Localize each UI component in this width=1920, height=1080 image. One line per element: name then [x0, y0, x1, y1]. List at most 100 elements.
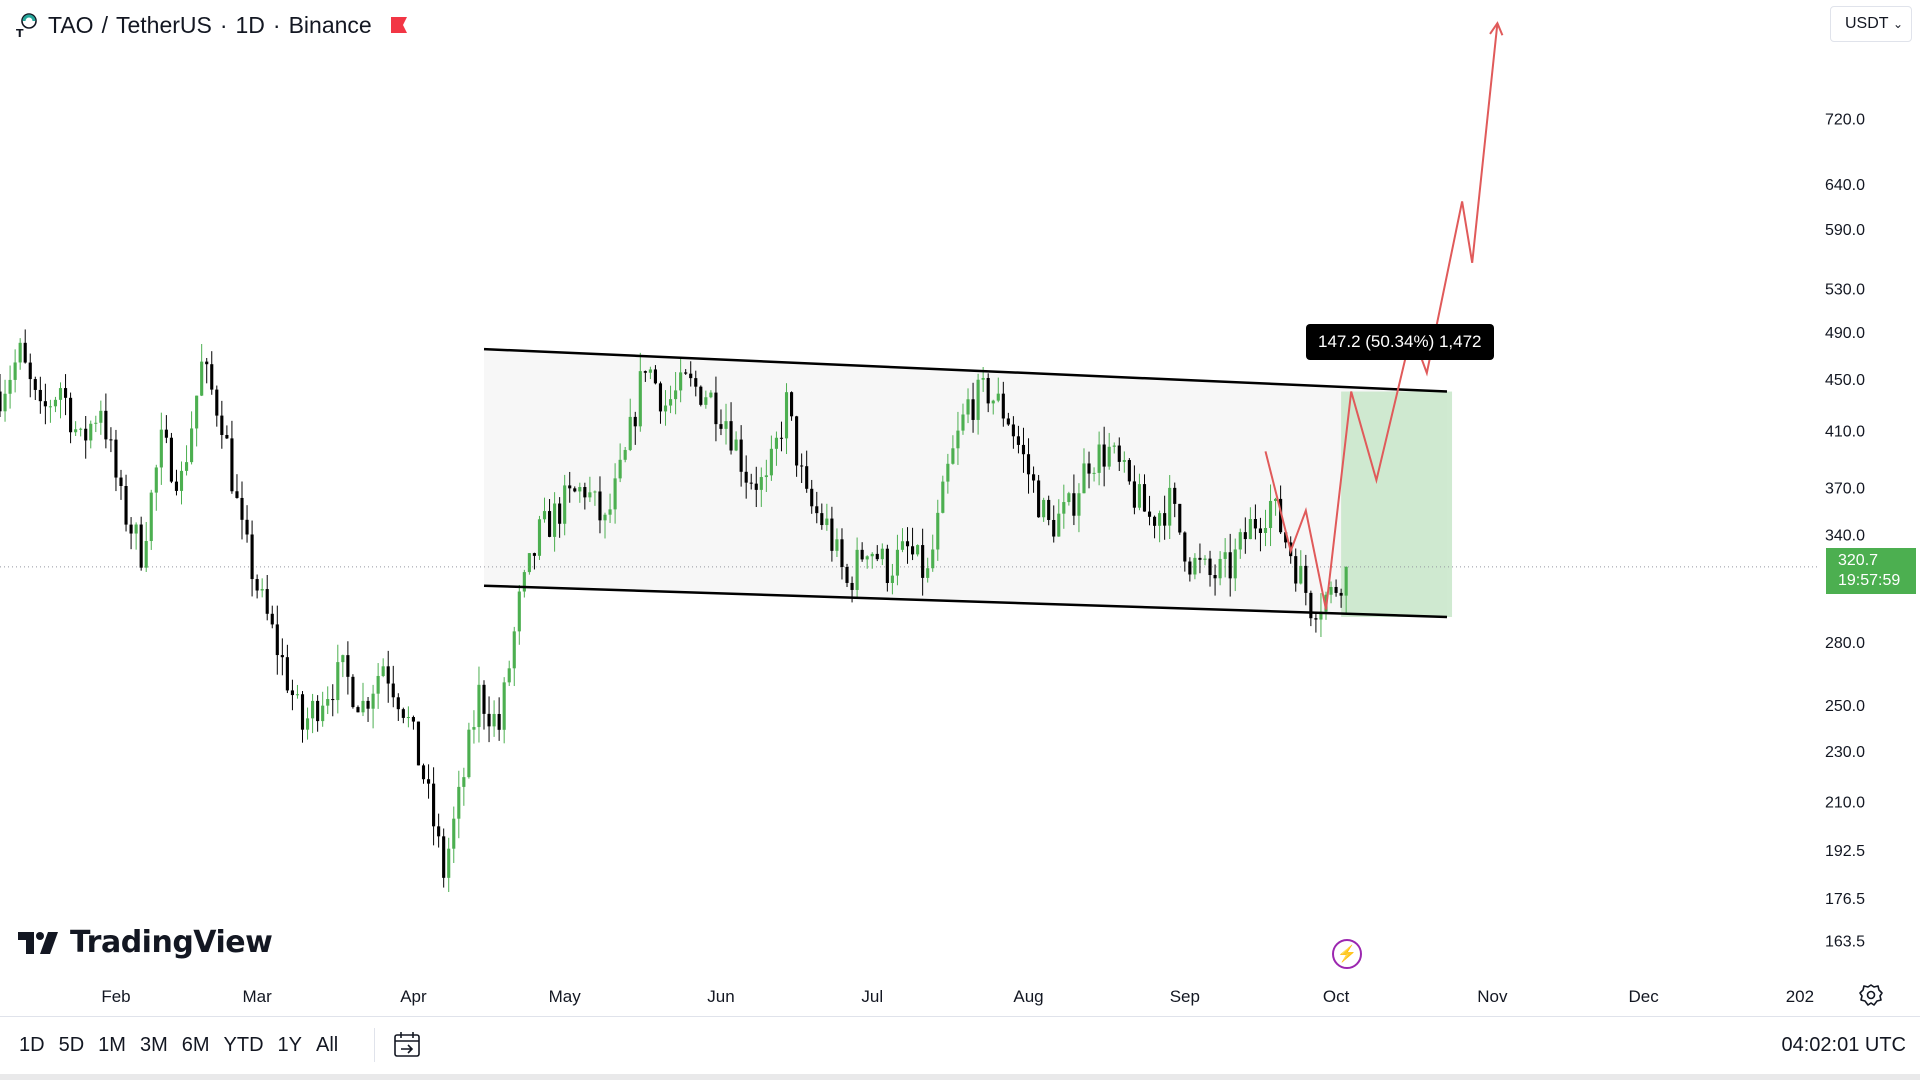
candle-body — [966, 399, 970, 415]
price-tick-label: 640.0 — [1825, 177, 1865, 194]
candle-body — [719, 424, 723, 429]
candle-body — [1268, 500, 1273, 528]
time-tick-label: Mar — [242, 987, 272, 1006]
candle-body — [74, 429, 78, 433]
candle-body — [149, 492, 153, 542]
candle-body — [99, 410, 103, 423]
candle-body — [961, 414, 965, 431]
candle-body — [1042, 499, 1046, 518]
range-button[interactable]: YTD — [223, 1034, 264, 1056]
time-tick-label: Nov — [1477, 987, 1508, 1006]
price-tick-label: 250.0 — [1825, 698, 1865, 715]
range-button[interactable]: 1M — [98, 1034, 126, 1056]
candle-body — [830, 518, 834, 551]
candle-body — [280, 655, 284, 658]
candle-body — [457, 786, 461, 819]
tradingview-logo[interactable]: TradingView — [18, 925, 273, 960]
candle-body — [946, 463, 950, 482]
utc-clock[interactable]: 04:02:01 UTC — [1781, 1034, 1906, 1056]
candle-body — [492, 713, 496, 727]
range-button[interactable]: All — [316, 1034, 339, 1056]
candle-body — [1097, 444, 1101, 473]
candle-body — [326, 699, 330, 706]
candle-body — [1233, 549, 1237, 579]
candle-body — [285, 657, 289, 691]
candle-body — [230, 438, 234, 492]
candle-body — [714, 392, 718, 425]
candle-body — [245, 519, 249, 535]
chart-header[interactable]: T TAO / TetherUS · 1D · Binance — [14, 8, 408, 42]
candle-body — [1319, 611, 1323, 620]
price-tick-label: 210.0 — [1825, 795, 1865, 812]
candle-body — [663, 405, 668, 412]
channel-fill — [484, 349, 1447, 617]
candle-body — [1107, 446, 1111, 467]
candle-body — [810, 488, 814, 507]
candle-body — [558, 503, 562, 524]
candle-body — [1243, 532, 1247, 540]
candle-body — [598, 491, 602, 521]
candle-body — [69, 397, 73, 433]
candle-body — [1047, 499, 1051, 520]
currency-selector[interactable]: USDT ⌄ — [1830, 6, 1912, 42]
range-button[interactable]: 3M — [139, 1034, 168, 1056]
flag-icon[interactable] — [390, 16, 408, 34]
price-chart[interactable]: 720.0 640.0 590.0 530.0 490.0 450.0 410.0 370.0… — [0, 0, 1920, 1010]
settings-gear-icon[interactable] — [1858, 982, 1884, 1008]
candle-body — [432, 783, 436, 827]
candle-body — [684, 372, 688, 374]
candle-body — [124, 486, 128, 525]
candle-body — [628, 416, 632, 450]
candle-body — [300, 694, 305, 730]
candle-body — [1178, 503, 1182, 533]
candle-body — [805, 466, 809, 489]
range-button[interactable]: 1Y — [277, 1034, 303, 1056]
range-button[interactable]: 1D — [19, 1034, 45, 1056]
candle-body — [845, 567, 849, 583]
lightning-icon[interactable]: ⚡ — [1332, 939, 1362, 969]
candle-body — [497, 713, 501, 730]
candle-body — [1344, 566, 1348, 596]
candle-body — [1072, 493, 1076, 516]
time-tick-label: 202 — [1786, 987, 1814, 1006]
calendar-goto-icon[interactable] — [392, 1030, 422, 1060]
candle-body — [1011, 424, 1015, 437]
candle-body — [1092, 472, 1096, 474]
candle-body — [921, 545, 925, 578]
candle-body — [265, 589, 269, 614]
candle-body — [18, 342, 22, 363]
candle-body — [860, 549, 864, 560]
candle-body — [951, 448, 955, 464]
current-price-value: 320.7 — [1838, 552, 1879, 569]
candle-body — [981, 377, 985, 380]
candle-body — [406, 717, 410, 719]
candle-body — [396, 697, 400, 710]
candle-body — [512, 631, 516, 669]
candle-body — [1183, 532, 1187, 562]
candle-body — [618, 459, 622, 479]
candle-body — [613, 478, 617, 510]
candle-body — [164, 429, 168, 438]
candle-body — [1117, 445, 1121, 462]
range-button[interactable]: 6M — [181, 1034, 210, 1056]
candle-body — [825, 518, 829, 526]
chevron-down-icon: ⌄ — [1892, 17, 1903, 31]
candle-body — [1082, 463, 1086, 494]
bar-countdown: 19:57:59 — [1838, 572, 1901, 589]
candle-body — [643, 371, 647, 373]
time-tick-label: Jun — [707, 987, 734, 1006]
candle-body — [275, 624, 279, 656]
candle-body — [653, 369, 657, 384]
candle-body — [391, 683, 395, 698]
candle-body — [311, 700, 315, 719]
candle-body — [729, 421, 733, 451]
candle-body — [709, 392, 713, 398]
candle-body — [905, 541, 910, 547]
candle-body — [220, 415, 224, 435]
candle-body — [1057, 513, 1061, 537]
candle-body — [255, 579, 259, 591]
range-button[interactable]: 5D — [58, 1034, 85, 1056]
bottom-strip — [0, 1074, 1920, 1080]
candle-body — [356, 707, 360, 713]
candle-body — [89, 423, 93, 441]
